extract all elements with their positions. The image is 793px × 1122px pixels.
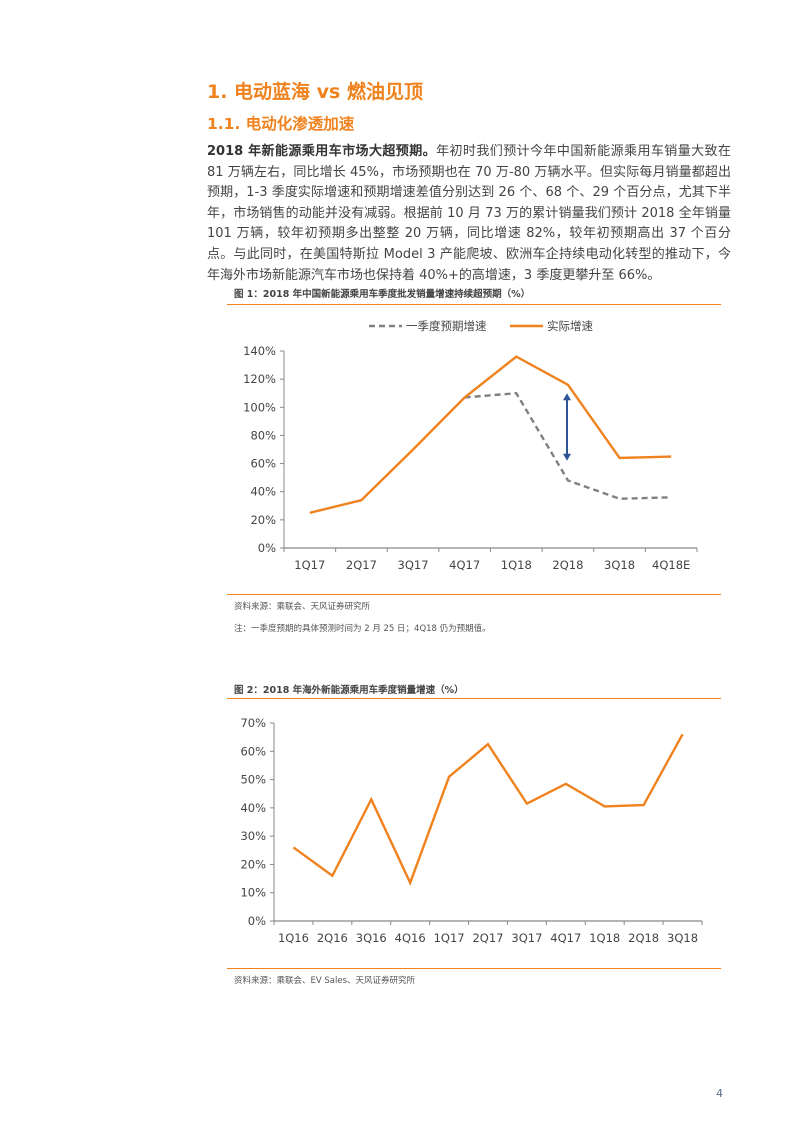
y-tick-label: 0% bbox=[248, 914, 266, 928]
x-tick-label: 1Q16 bbox=[278, 931, 309, 945]
subsection-heading: 1.1. 电动化渗透加速 bbox=[207, 115, 355, 133]
x-tick-label: 1Q17 bbox=[434, 931, 465, 945]
y-tick-label: 40% bbox=[240, 801, 266, 815]
x-tick-label: 3Q16 bbox=[356, 931, 387, 945]
x-tick-label: 2Q18 bbox=[628, 931, 659, 945]
x-tick-label: 2Q17 bbox=[472, 931, 503, 945]
x-tick-label: 4Q17 bbox=[550, 931, 581, 945]
x-tick-label: 1Q17 bbox=[294, 558, 325, 572]
y-tick-label: 80% bbox=[250, 428, 276, 442]
y-tick-label: 120% bbox=[243, 372, 276, 386]
figure1-source: 资料来源：乘联会、天风证券研究所 bbox=[234, 602, 371, 612]
y-tick-label: 50% bbox=[240, 773, 266, 787]
gap-arrow-head-down bbox=[563, 453, 571, 461]
x-tick-label: 4Q16 bbox=[395, 931, 426, 945]
y-tick-label: 140% bbox=[243, 344, 276, 358]
y-tick-label: 70% bbox=[240, 716, 266, 730]
section-heading: 1. 电动蓝海 vs 燃油见顶 bbox=[207, 81, 423, 103]
x-tick-label: 1Q18 bbox=[589, 931, 620, 945]
x-tick-label: 4Q18E bbox=[652, 558, 690, 572]
x-tick-label: 3Q17 bbox=[511, 931, 542, 945]
series-line-1 bbox=[309, 355, 672, 514]
y-tick-label: 10% bbox=[240, 886, 266, 900]
x-tick-label: 2Q18 bbox=[552, 558, 583, 572]
y-tick-label: 60% bbox=[250, 457, 276, 471]
y-tick-label: 30% bbox=[240, 829, 266, 843]
y-tick-label: 0% bbox=[258, 541, 276, 555]
figure2-top-rule bbox=[227, 698, 721, 699]
y-tick-label: 100% bbox=[243, 400, 276, 414]
x-tick-label: 2Q16 bbox=[317, 931, 348, 945]
figure1-top-rule bbox=[227, 304, 721, 305]
x-tick-label: 3Q17 bbox=[398, 558, 429, 572]
legend-label-actual: 实际增速 bbox=[547, 319, 593, 333]
x-tick-label: 2Q17 bbox=[346, 558, 377, 572]
figure2-title: 图 2：2018 年海外新能源乘用车季度销量增速（%） bbox=[234, 685, 464, 696]
x-tick-label: 3Q18 bbox=[667, 931, 698, 945]
figure1-chart: 0% 20% 40% 60% 80% 100% 120% 140% 1Q17 2Q17 3Q17 4Q… bbox=[243, 319, 698, 572]
gap-arrow-head-up bbox=[563, 393, 571, 401]
body-paragraph: 2018 年新能源乘用车市场大超预期。年初时我们预计今年中国新能源乘用车销量大致… bbox=[207, 142, 731, 286]
paragraph-lead: 2018 年新能源乘用车市场大超预期。 bbox=[207, 144, 437, 159]
y-tick-label: 40% bbox=[250, 485, 276, 499]
y-tick-label: 20% bbox=[240, 857, 266, 871]
series-line-0 bbox=[464, 391, 672, 500]
figure2-source: 资料来源：乘联会、EV Sales、天风证券研究所 bbox=[234, 976, 416, 986]
figure2-bottom-rule bbox=[227, 968, 721, 969]
figure1-bottom-rule bbox=[227, 594, 721, 595]
paragraph-text: 年初时我们预计今年中国新能源乘用车销量大致在 81 万辆左右，同比增长 45%，… bbox=[207, 144, 731, 283]
x-tick-label: 3Q18 bbox=[604, 558, 635, 572]
x-tick-label: 4Q17 bbox=[449, 558, 480, 572]
y-tick-label: 20% bbox=[250, 513, 276, 527]
x-tick-label: 1Q18 bbox=[501, 558, 532, 572]
figure2-chart: 0% 10% 20% 30% 40% 50% 60% 70% 1Q16 2Q16 3Q16 4Q16 1… bbox=[240, 716, 703, 945]
legend-label-expected: 一季度预期增速 bbox=[406, 319, 487, 333]
figure1-title: 图 1：2018 年中国新能源乘用车季度批发销量增速持续超预期（%） bbox=[234, 289, 531, 300]
series-line-0 bbox=[292, 733, 684, 886]
page-number: 4 bbox=[716, 1087, 723, 1100]
figure1-note: 注：一季度预期的具体预测时间为 2 月 25 日；4Q18 仍为预期值。 bbox=[234, 624, 491, 634]
y-tick-label: 60% bbox=[240, 744, 266, 758]
